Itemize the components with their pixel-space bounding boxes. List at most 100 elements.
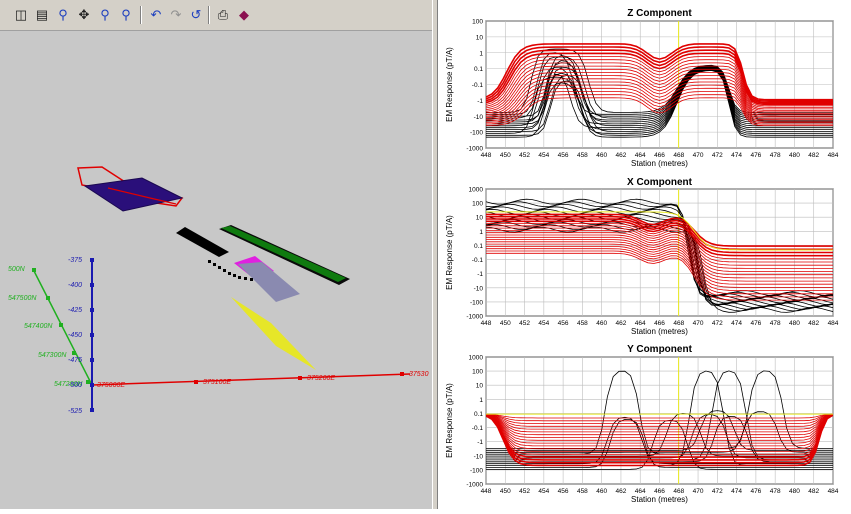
zoom-in-icon[interactable]: ⚲ (100, 7, 110, 22)
y-axis-label: EM Response (pT/A) (445, 47, 454, 122)
x-tick-label: 478 (770, 320, 781, 327)
y-tick-label: -10 (474, 114, 484, 121)
x-tick-label: 476 (750, 152, 761, 159)
x-tick-label: 462 (616, 488, 627, 495)
north-label: 500N (8, 266, 26, 273)
y-tick-label: 10 (476, 383, 484, 390)
x-tick-label: 466 (654, 320, 665, 327)
plate-lavender (238, 262, 300, 302)
x-tick-label: 476 (750, 488, 761, 495)
x-tick-label: 466 (654, 488, 665, 495)
y-tick-label: 100 (472, 369, 483, 376)
x-tick-label: 450 (500, 320, 511, 327)
y-tick-label: 100 (472, 19, 483, 26)
north-axis (33, 270, 93, 386)
reset-view-icon[interactable]: ↺ (190, 7, 202, 22)
toolbar-separator (208, 6, 210, 24)
y-tick-label: -1000 (466, 146, 483, 153)
rotate-left-icon[interactable]: ↶ (150, 7, 162, 22)
east-label: 375100E (203, 379, 231, 386)
x-tick-label: 482 (808, 320, 819, 327)
chart-title: Z Component (627, 8, 692, 19)
x-tick-label: 472 (712, 320, 723, 327)
y-tick-label: 1 (479, 397, 483, 404)
y-tick-label: 1 (479, 229, 483, 236)
x-tick-label: 454 (538, 152, 549, 159)
x-tick-label: 476 (750, 320, 761, 327)
x-tick-label: 456 (558, 320, 569, 327)
y-tick-label: -1000 (466, 314, 483, 321)
east-label: 375200E (307, 375, 335, 382)
x-tick-label: 450 (500, 152, 511, 159)
y-tick-label: 10 (476, 215, 484, 222)
ruler-icon[interactable]: ▤ (35, 7, 49, 22)
y-tick-label: 1 (479, 50, 483, 57)
north-label: 547400N (24, 323, 53, 330)
x-axis-label: Station (metres) (631, 495, 688, 504)
x-tick-label: 468 (673, 320, 684, 327)
depth-label: -475 (68, 357, 82, 364)
x-tick-label: 448 (481, 152, 492, 159)
pan-icon[interactable]: ✥ (78, 7, 90, 22)
y-axis-label: EM Response (pT/A) (445, 215, 454, 290)
x-tick-label: 480 (789, 488, 800, 495)
rotate-view-icon[interactable]: ↷ (170, 7, 182, 22)
y-tick-label: -100 (470, 467, 483, 474)
x-tick-label: 460 (596, 488, 607, 495)
x-tick-label: 454 (538, 320, 549, 327)
x-tick-label: 452 (519, 488, 530, 495)
zoom-icon[interactable]: ⚲ (58, 7, 68, 22)
3d-view-panel: ◫ ▤ ⚲ ✥ ⚲ ⚲ ↶ ↷ ↺ ⎙ ◆ (0, 0, 432, 509)
x-tick-label: 484 (828, 488, 839, 495)
3d-scene[interactable]: 500N 547500N 547400N 547300N 547200N 375… (0, 31, 432, 509)
plate-green-face (221, 226, 346, 282)
east-label: 37530 (409, 371, 429, 378)
y-tick-label: -1 (477, 271, 483, 278)
x-tick-label: 478 (770, 488, 781, 495)
north-label: 547200N (54, 381, 83, 388)
x-tick-label: 474 (731, 320, 742, 327)
x-tick-label: 448 (481, 320, 492, 327)
y-tick-label: 0.1 (474, 411, 483, 418)
x-tick-label: 458 (577, 488, 588, 495)
profile-charts-panel: Z Component 100 10 1 0.1 -0.1 -1 -10 -100 -1000 44… (438, 0, 851, 509)
y-tick-label: -1000 (466, 482, 483, 489)
depth-label: -525 (68, 408, 82, 415)
x-tick-label: 464 (635, 488, 646, 495)
east-label: 375000E (97, 382, 125, 389)
x-tick-label: 474 (731, 152, 742, 159)
y-tick-label: -1 (477, 439, 483, 446)
y-tick-label: 10 (476, 34, 484, 41)
x-tick-label: 470 (693, 320, 704, 327)
new-page-icon[interactable]: ◫ (14, 7, 28, 22)
y-tick-label: 0.1 (474, 243, 483, 250)
x-axis-label: Station (metres) (631, 327, 688, 336)
x-axis-label: Station (metres) (631, 159, 688, 168)
x-tick-label: 456 (558, 488, 569, 495)
zoom-out-icon[interactable]: ⚲ (121, 7, 131, 22)
y-tick-label: 0.1 (474, 66, 483, 73)
y-tick-label: -10 (474, 453, 484, 460)
x-tick-label: 470 (693, 152, 704, 159)
y-tick-label: -100 (470, 299, 483, 306)
print-icon[interactable]: ⎙ (217, 7, 229, 22)
x-tick-label: 458 (577, 320, 588, 327)
x-tick-label: 474 (731, 488, 742, 495)
x-tick-label: 482 (808, 152, 819, 159)
x-tick-label: 450 (500, 488, 511, 495)
x-tick-label: 466 (654, 152, 665, 159)
x-tick-label: 484 (828, 152, 839, 159)
export-icon[interactable]: ◆ (239, 7, 249, 22)
drill-trace (208, 260, 253, 281)
toolbar-separator (140, 6, 142, 24)
north-label: 547500N (8, 295, 37, 302)
y-tick-label: 100 (472, 201, 483, 208)
response-curves (486, 43, 833, 138)
x-tick-label: 478 (770, 152, 781, 159)
x-tick-label: 482 (808, 488, 819, 495)
splitter[interactable] (432, 0, 438, 509)
east-axis (91, 373, 411, 386)
x-tick-label: 472 (712, 488, 723, 495)
plate-yellow (231, 297, 316, 370)
north-label: 547300N (38, 352, 67, 359)
